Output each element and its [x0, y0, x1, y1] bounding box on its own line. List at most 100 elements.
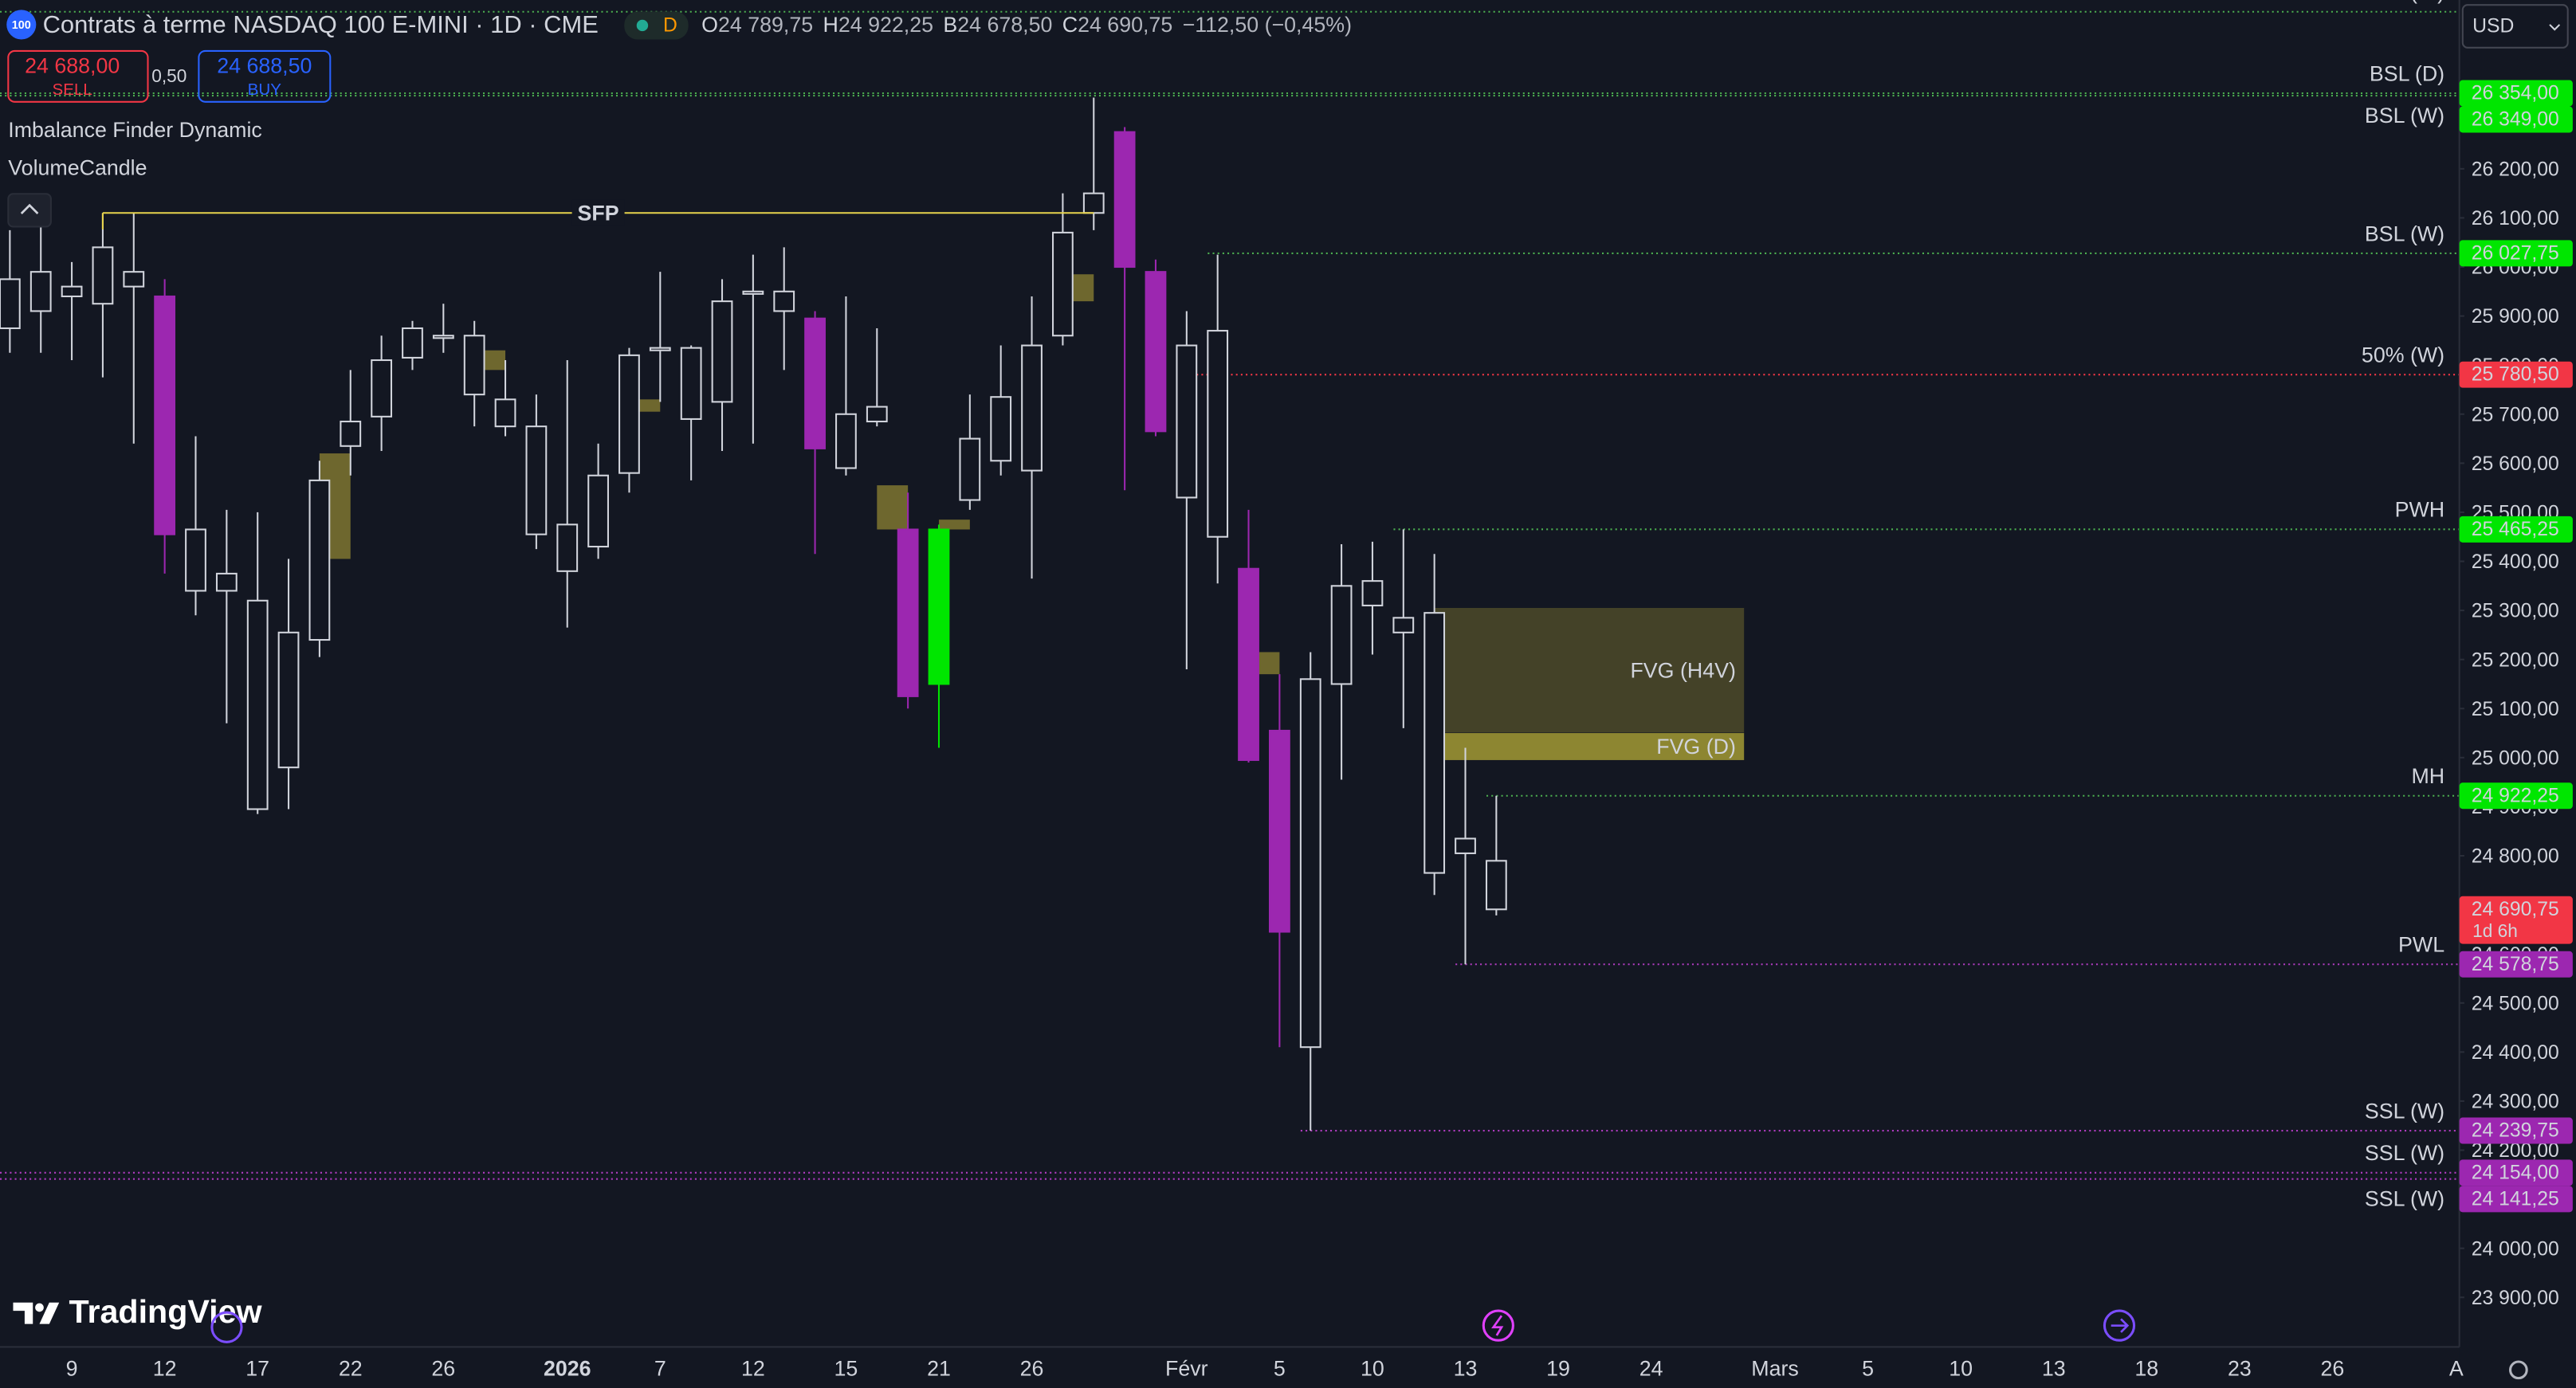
- x-tick-label: 13: [2042, 1356, 2066, 1380]
- annotation-label-bg: [571, 199, 625, 226]
- candle-body: [1423, 612, 1446, 874]
- candle-body: [463, 335, 485, 396]
- y-tick-label: 25 300,00: [2472, 601, 2559, 622]
- x-tick-label: Mars: [1751, 1356, 1799, 1380]
- x-tick-label: 22: [339, 1356, 363, 1380]
- candle-body: [494, 398, 516, 428]
- settings-button[interactable]: [2509, 1360, 2528, 1380]
- candle-body: [277, 631, 300, 769]
- zone-label: FVG (D): [1656, 735, 1736, 759]
- currency-dropdown[interactable]: [2461, 4, 2569, 49]
- buy-button[interactable]: [198, 49, 332, 103]
- status-badge: D: [663, 15, 677, 37]
- candle-body: [1299, 678, 1321, 1049]
- footer: TradingView: [13, 1293, 2528, 1380]
- level-price-label: 24 141,25: [2472, 1188, 2559, 1210]
- candle-body: [618, 354, 640, 474]
- sell-button[interactable]: [7, 49, 149, 103]
- x-tick-label: 21: [927, 1356, 951, 1380]
- event-icon[interactable]: [1482, 1309, 1514, 1342]
- candle-body: [1392, 617, 1415, 633]
- level-price-label: 26 027,75: [2472, 242, 2559, 264]
- candle-body: [959, 437, 981, 501]
- candle-body: [1238, 567, 1259, 761]
- level-price-box: [2459, 1159, 2573, 1186]
- annotation-layer: SFP: [101, 199, 1094, 229]
- buy-label: BUY: [248, 80, 282, 99]
- spread: 0,50: [151, 65, 187, 86]
- level-name: BSL (W): [2365, 222, 2444, 245]
- candle-body: [340, 420, 362, 447]
- logo-icon: [35, 1303, 44, 1312]
- countdown: 1d 6h: [2472, 920, 2518, 941]
- y-tick-label: 25 600,00: [2472, 453, 2559, 475]
- level-name: 50% (W): [2362, 343, 2444, 367]
- y-tick-label: 24 500,00: [2472, 993, 2559, 1014]
- x-tick-label: 26: [1020, 1356, 1044, 1380]
- ohlc-value: 24 922,25: [838, 13, 933, 37]
- x-tick-label: A: [2449, 1356, 2464, 1380]
- x-tick-label: 15: [834, 1356, 858, 1380]
- indicator-name[interactable]: VolumeCandle: [8, 155, 147, 179]
- level-name: PWH: [2395, 498, 2444, 522]
- x-tick-label: 5: [1274, 1356, 1286, 1380]
- x-tick-label: 9: [66, 1356, 78, 1380]
- level-name: BSL (D): [2370, 61, 2444, 85]
- level-name: PWL: [2398, 933, 2444, 957]
- candle-body: [525, 425, 548, 535]
- candle-body: [1113, 131, 1136, 269]
- y-tick-label: 24 400,00: [2472, 1042, 2559, 1064]
- level-price-label: 25 465,25: [2472, 519, 2559, 540]
- x-tick-label: 23: [2228, 1356, 2252, 1380]
- event-icon-glyph: [2111, 1318, 2130, 1333]
- event-icon[interactable]: [2103, 1309, 2136, 1342]
- candle-body: [1052, 231, 1074, 337]
- imbalance-zone: [1434, 608, 1745, 733]
- currency: USD: [2472, 16, 2514, 37]
- imbalance-zone: [938, 520, 970, 530]
- levels-layer: [0, 10, 2460, 1180]
- y-tick-label: 24 300,00: [2472, 1092, 2559, 1113]
- x-tick-label: 24: [1639, 1356, 1663, 1380]
- x-tick-label: 17: [245, 1356, 269, 1380]
- y-tick-label: 23 900,00: [2472, 1288, 2559, 1309]
- level-price-box: [2459, 951, 2573, 978]
- candle-body: [1268, 729, 1290, 933]
- candle-body: [308, 479, 331, 641]
- x-tick-label: 7: [654, 1356, 666, 1380]
- level-name: BSL (W): [2365, 104, 2444, 127]
- ohlc-readout: O24 789,75 H24 922,25 B24 678,50 C24 690,75…: [701, 13, 1352, 37]
- candle-body: [61, 285, 83, 297]
- candle-body: [649, 347, 671, 351]
- candle-body: [246, 599, 269, 810]
- level-price-label: 24 578,75: [2472, 954, 2559, 975]
- x-tick-label: 26: [431, 1356, 455, 1380]
- x-tick-label: 12: [741, 1356, 765, 1380]
- status-pill[interactable]: [624, 11, 689, 40]
- last-price-box: [2459, 896, 2573, 944]
- candle-body: [804, 317, 826, 449]
- level-price-box: [2459, 240, 2573, 267]
- symbol-badge: 100: [12, 19, 31, 32]
- x-tick-label: 19: [1546, 1356, 1570, 1380]
- candle-body: [742, 290, 764, 295]
- x-tick-label: 18: [2134, 1356, 2158, 1380]
- level-name: MH: [2411, 764, 2444, 788]
- y-tick-label: 25 000,00: [2472, 747, 2559, 769]
- candle-body: [1455, 837, 1476, 854]
- candle-body: [1485, 860, 1507, 911]
- y-tick-label: 25 100,00: [2472, 699, 2559, 720]
- indicator-name[interactable]: Imbalance Finder Dynamic: [8, 118, 262, 142]
- ohlc-key: C: [1062, 13, 1078, 37]
- candle-body: [1176, 344, 1198, 499]
- candle-body: [1145, 271, 1167, 433]
- candle-body: [154, 295, 176, 535]
- event-icon[interactable]: [210, 1311, 243, 1343]
- collapse-button[interactable]: [7, 193, 52, 228]
- x-tick-label: 26: [2321, 1356, 2345, 1380]
- level-price-box: [2459, 1186, 2573, 1213]
- level-price-label: 25 780,50: [2472, 364, 2559, 386]
